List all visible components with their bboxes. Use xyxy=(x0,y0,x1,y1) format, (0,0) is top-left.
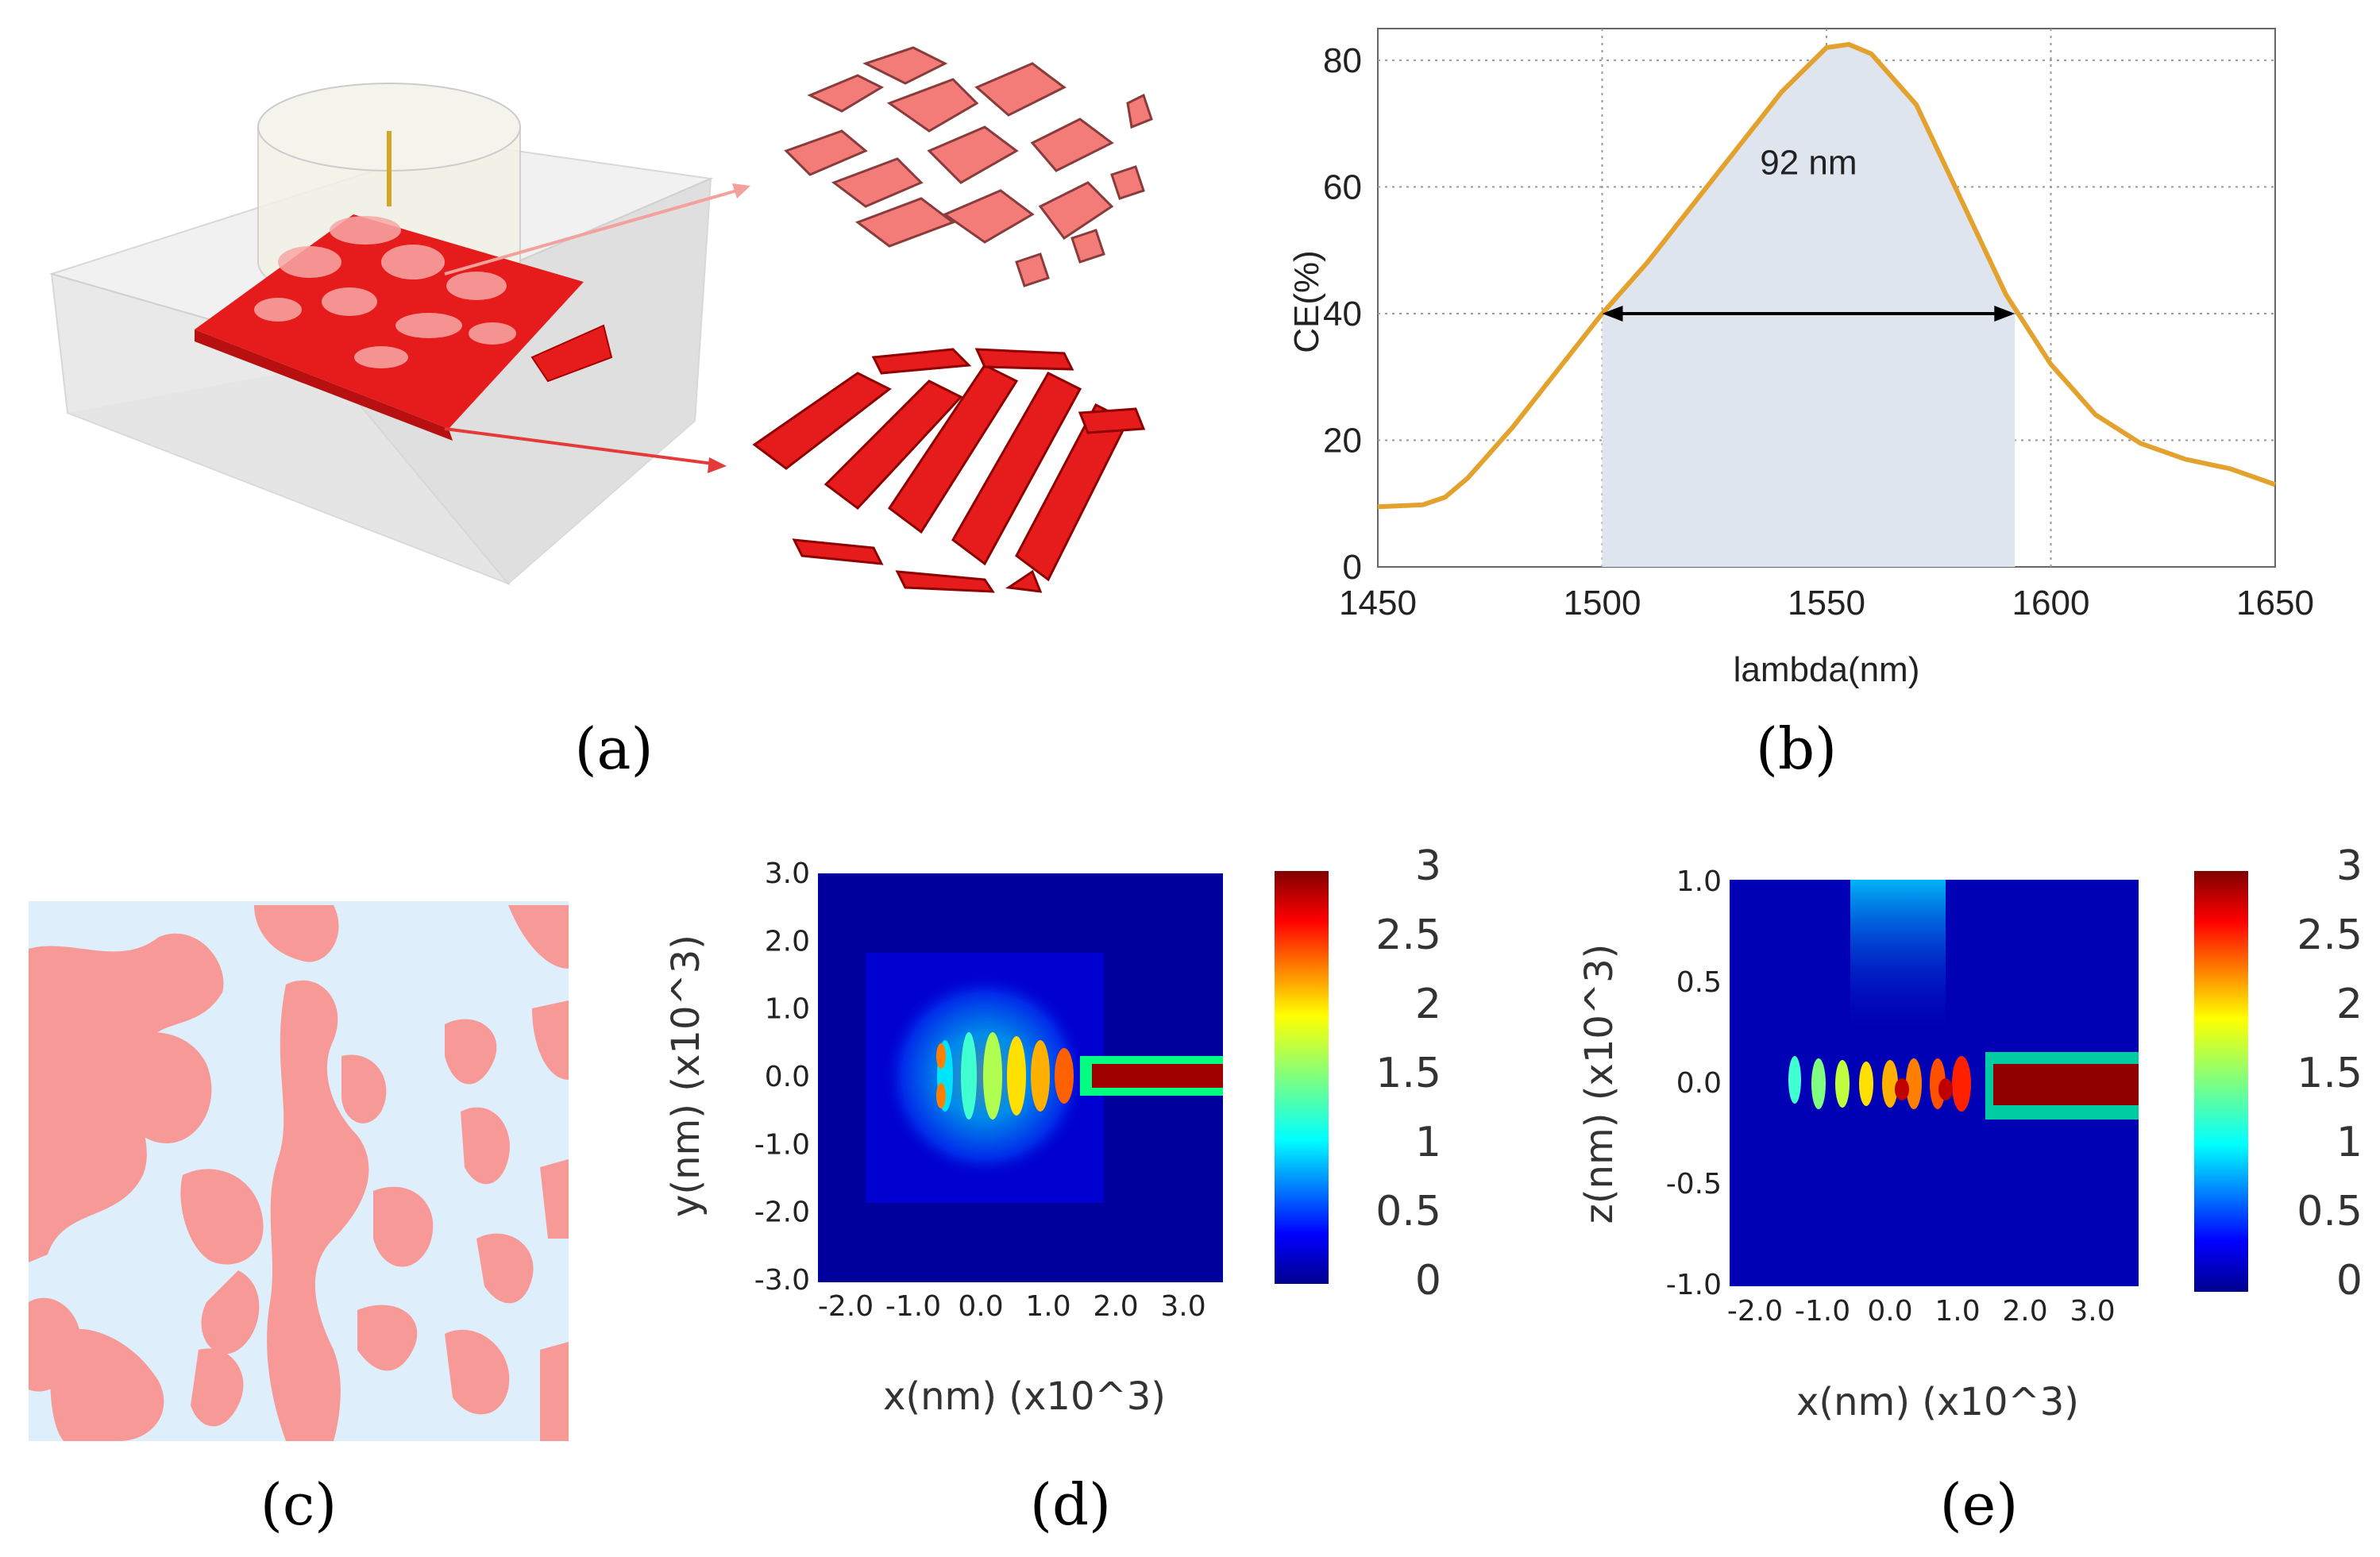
colorbar-tick-label: 2.5 xyxy=(1375,911,1441,959)
y-tick-label: -0.5 xyxy=(1666,1168,1722,1201)
colorbar-d xyxy=(1275,871,1329,1284)
y-axis-label-e: z(nm) (x10^3) xyxy=(1577,944,1622,1224)
heatmap-d-waveguide-core xyxy=(1092,1064,1223,1088)
y-tick-label: 0 xyxy=(1343,548,1362,587)
pattern-pink-regions xyxy=(29,905,569,1441)
x-axis-label-d: x(nm) (x10^3) xyxy=(883,1374,1166,1419)
fwhm-annotation: 92 nm xyxy=(1760,143,1857,182)
arrow-head-bottom xyxy=(708,457,727,473)
y-axis-label-d: y(nm) (x10^3) xyxy=(664,935,708,1217)
arrow-to-top-layer xyxy=(444,187,743,276)
cladding-box-floor xyxy=(68,314,695,584)
arrow-head-top xyxy=(732,183,750,198)
shaded-band xyxy=(1602,44,2015,568)
x-tick-label: 3.0 xyxy=(1160,1290,1205,1323)
colorbar-tick-label: 0 xyxy=(1415,1257,1441,1305)
colorbar-tick-label: 2.5 xyxy=(2297,911,2363,959)
x-axis-label-b: lambda(nm) xyxy=(1734,650,1920,689)
x-tick-label: 0.0 xyxy=(1867,1295,1912,1328)
y-tick-labels-e: 1.0 0.5 0.0 -0.5 -1.0 xyxy=(1666,865,1722,1301)
x-tick-label: 1.0 xyxy=(1934,1295,1980,1328)
colorbar-tick-label: 1 xyxy=(1415,1119,1441,1166)
x-tick-labels-d: -2.0 -1.0 0.0 1.0 2.0 3.0 xyxy=(818,1290,1206,1323)
y-axis-label-b: CE(%) xyxy=(1287,250,1326,353)
caption-b: (b) xyxy=(1756,715,1837,782)
x-tick-label: -2.0 xyxy=(818,1290,874,1323)
x-axis-label-e: x(nm) (x10^3) xyxy=(1796,1380,2079,1424)
panel-a-device-illustration xyxy=(48,46,1153,593)
y-tick-label: 20 xyxy=(1323,421,1362,460)
x-tick-labels-b: 1450 1500 1550 1600 1650 xyxy=(1339,584,2314,622)
x-tick-label: 1450 xyxy=(1339,584,1417,622)
output-waveguide xyxy=(530,324,613,383)
y-tick-labels-b: 0 20 40 60 80 xyxy=(1323,41,1362,587)
panel-e-heatmap: -2.0 -1.0 0.0 1.0 2.0 3.0 1.00.50.0-0.5-1.0 x… xyxy=(1577,842,2363,1424)
y-tick-label: -1.0 xyxy=(1666,1269,1722,1301)
y-tick-label: -1.0 xyxy=(754,1128,810,1161)
x-tick-label: -1.0 xyxy=(1795,1295,1850,1328)
x-tick-label: 2.0 xyxy=(1093,1290,1138,1323)
colorbar-tick-label: 1 xyxy=(2336,1119,2363,1166)
colorbar-tick-label: 1.5 xyxy=(2297,1050,2363,1097)
y-tick-label: 40 xyxy=(1323,295,1362,333)
x-tick-labels-e: -2.0 -1.0 0.0 1.0 2.0 3.0 xyxy=(1727,1295,2116,1328)
bottom-layer-exploded xyxy=(752,348,1146,593)
caption-e: (e) xyxy=(1940,1471,2019,1538)
y-tick-label: 0.0 xyxy=(765,1061,810,1093)
colorbar-tick-label: 0.5 xyxy=(1375,1188,1441,1235)
y-tick-label: 1.0 xyxy=(765,993,810,1026)
y-tick-label: 80 xyxy=(1323,41,1362,80)
x-tick-label: 2.0 xyxy=(2002,1295,2047,1328)
x-tick-label: 1550 xyxy=(1788,584,1865,622)
x-tick-label: 3.0 xyxy=(2069,1295,2115,1328)
colorbar-tick-label: 2 xyxy=(1415,981,1441,1028)
y-tick-label: 0.5 xyxy=(1676,966,1722,999)
y-tick-label: 60 xyxy=(1323,168,1362,206)
colorbar-tick-label: 2 xyxy=(2336,981,2363,1028)
heatmap-e-fringes xyxy=(1788,1056,1971,1112)
x-tick-label: 1500 xyxy=(1564,584,1641,622)
x-tick-label: 1.0 xyxy=(1025,1290,1070,1323)
colorbar-tick-label: 3 xyxy=(1415,842,1441,890)
design-region-side xyxy=(195,330,453,441)
x-tick-label: 1650 xyxy=(2236,584,2314,622)
colorbar-tick-label: 0.5 xyxy=(2297,1188,2363,1235)
x-tick-label: 0.0 xyxy=(958,1290,1003,1323)
fwhm-arrow-head-left xyxy=(1602,305,1623,322)
y-tick-label: 2.0 xyxy=(765,925,810,958)
panel-b-chart: 92 nm 1450 1500 1550 1600 1650 0 20 40 60 80 lam… xyxy=(1287,28,2314,689)
colorbar-tick-label: 3 xyxy=(2336,842,2363,890)
y-tick-label: -2.0 xyxy=(754,1197,810,1229)
ce-curve xyxy=(1377,41,2276,510)
x-tick-label: -2.0 xyxy=(1727,1295,1783,1328)
caption-c: (c) xyxy=(260,1471,338,1538)
y-tick-label: -3.0 xyxy=(754,1264,810,1297)
x-tick-label: 1600 xyxy=(2012,584,2090,622)
heatmap-e-waveguide-core xyxy=(1993,1064,2139,1105)
colorbar-d-ticks: 3 2.5 2 1.5 1 0.5 0 xyxy=(1375,842,1441,1305)
caption-d: (d) xyxy=(1030,1471,1111,1538)
caption-a: (a) xyxy=(574,715,653,782)
y-tick-labels-d: 3.0 2.0 1.0 0.0 -1.0 -2.0 -3.0 xyxy=(754,858,810,1297)
x-tick-label: -1.0 xyxy=(885,1290,941,1323)
panel-d-heatmap: -2.0 -1.0 0.0 1.0 2.0 3.0 3.02.01.00.0-1.0-2.… xyxy=(664,842,1441,1419)
colorbar-e xyxy=(2194,871,2248,1292)
panel-c-pattern xyxy=(29,901,569,1441)
top-layer-pattern xyxy=(254,216,516,368)
y-tick-label: 1.0 xyxy=(1676,865,1722,898)
colorbar-tick-label: 1.5 xyxy=(1375,1050,1441,1097)
colorbar-e-ticks: 3 2.5 2 1.5 1 0.5 0 xyxy=(2297,842,2363,1305)
y-tick-label: 0.0 xyxy=(1676,1067,1722,1100)
heatmap-e-source-beam xyxy=(1850,880,1946,1039)
colorbar-tick-label: 0 xyxy=(2336,1257,2363,1305)
y-tick-label: 3.0 xyxy=(765,858,810,890)
fwhm-arrow-head-right xyxy=(1994,305,2015,322)
heatmap-d-fringes xyxy=(881,973,1088,1179)
top-layer-exploded xyxy=(784,46,1153,287)
arrow-to-bottom-layer xyxy=(444,427,719,466)
